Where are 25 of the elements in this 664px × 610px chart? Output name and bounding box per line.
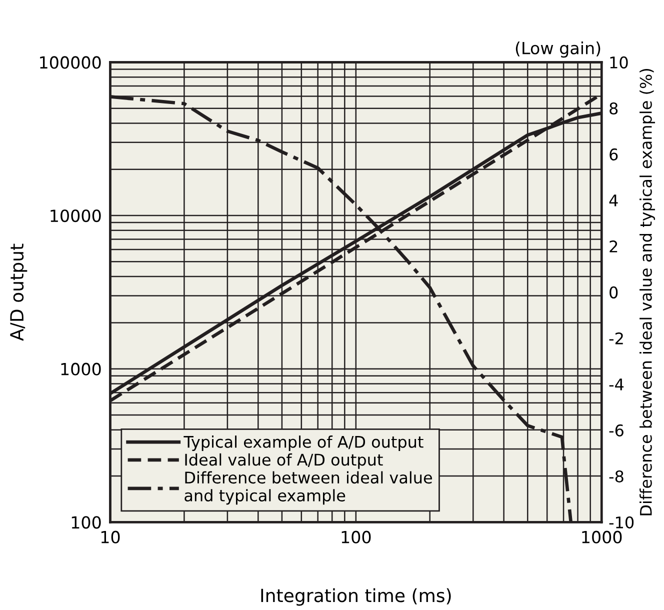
legend-label: Difference between ideal value and typical example — [184, 471, 432, 505]
x-tick-label: 100 — [342, 530, 371, 544]
legend-label: Typical example of A/D output — [184, 436, 424, 451]
y2-tick-label: 0 — [610, 286, 618, 298]
text: (Low gain) — [516, 41, 600, 58]
y-tick-label: 100000 — [40, 56, 101, 69]
y2-tick-label: 10 — [610, 56, 628, 69]
y2-tick-label: -8 — [609, 470, 624, 482]
y2-tick-label: 6 — [610, 148, 618, 161]
legend-label: Ideal value of A/D output — [185, 453, 383, 469]
y2-axis-title: Difference between ideal value and typical example (%) — [640, 68, 656, 516]
x-axis-title: Integration time (ms) — [261, 588, 451, 606]
y2-tick-label: -4 — [609, 378, 624, 390]
y2-tick-label: 4 — [609, 194, 618, 206]
y-axis-title: A/D output — [10, 244, 28, 341]
y-tick-label: 10000 — [50, 209, 101, 222]
x-tick-label: 10 — [101, 530, 120, 544]
y2-tick-label: 2 — [610, 240, 618, 252]
y2-tick-label: -2 — [609, 332, 623, 344]
y2-tick-label: -6 — [609, 424, 624, 436]
y-tick-label: 100 — [72, 516, 101, 529]
y2-tick-label: -10 — [609, 516, 634, 528]
x-tick-label: 1000 — [582, 530, 622, 544]
y-tick-label: 1000 — [61, 362, 101, 376]
y2-tick-label: 8 — [610, 102, 618, 115]
